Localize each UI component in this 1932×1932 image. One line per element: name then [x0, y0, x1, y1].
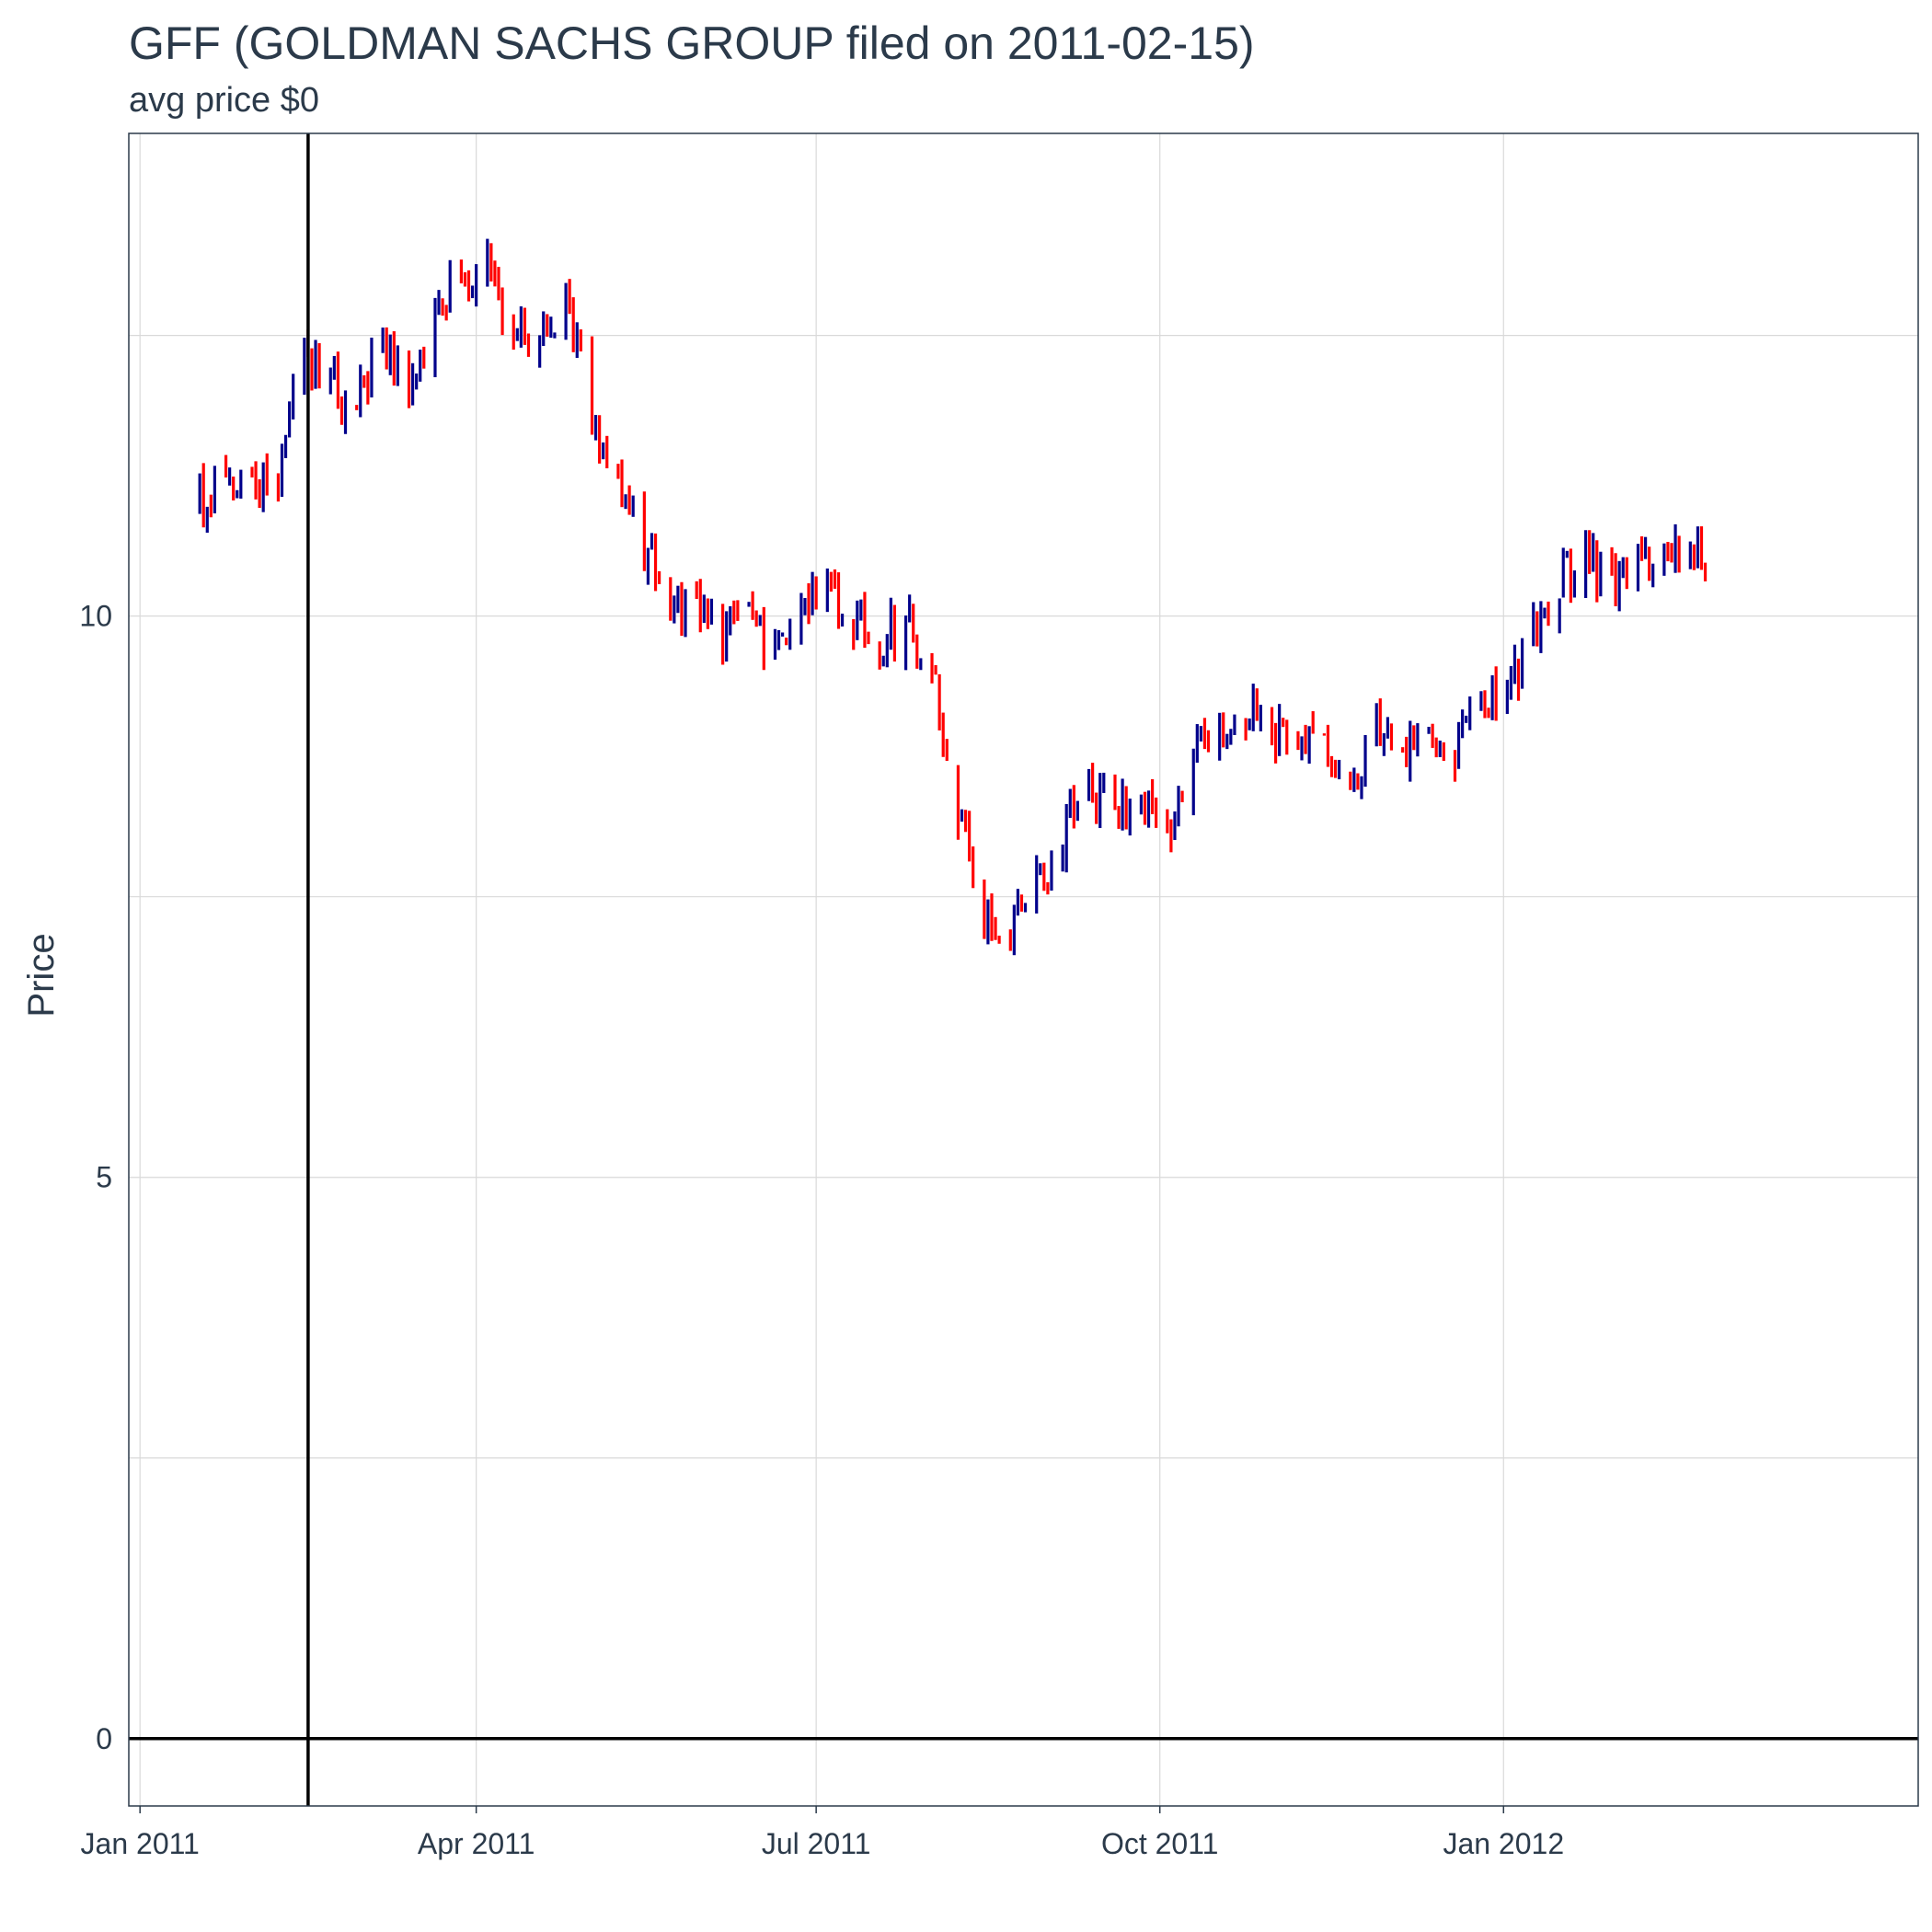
plot-frame: [128, 132, 1919, 1807]
y-tick-label: 10: [79, 600, 112, 633]
x-tick-label: Jan 2011: [81, 1827, 200, 1860]
reference-lines: [129, 133, 1918, 1806]
y-tick-label: 5: [96, 1161, 112, 1194]
price-bars: [198, 238, 1708, 956]
chart-title: GFF (GOLDMAN SACHS GROUP filed on 2011-0…: [129, 17, 1255, 69]
x-tick-label: Oct 2011: [1101, 1827, 1218, 1860]
x-tick-labels: Jan 2011 Apr 2011 Jul 2011 Oct 2011 Jan 2012: [81, 1806, 1564, 1860]
x-tick-label: Jan 2012: [1443, 1827, 1564, 1860]
chart-subtitle: avg price $0: [129, 81, 320, 120]
x-tick-label: Jul 2011: [762, 1827, 871, 1860]
y-tick-label: 0: [96, 1722, 112, 1755]
y-tick-labels: 0 5 10: [79, 600, 112, 1755]
x-tick-label: Apr 2011: [418, 1827, 535, 1860]
y-axis-title: Price: [21, 933, 62, 1017]
grid-lines: [129, 133, 1918, 1806]
